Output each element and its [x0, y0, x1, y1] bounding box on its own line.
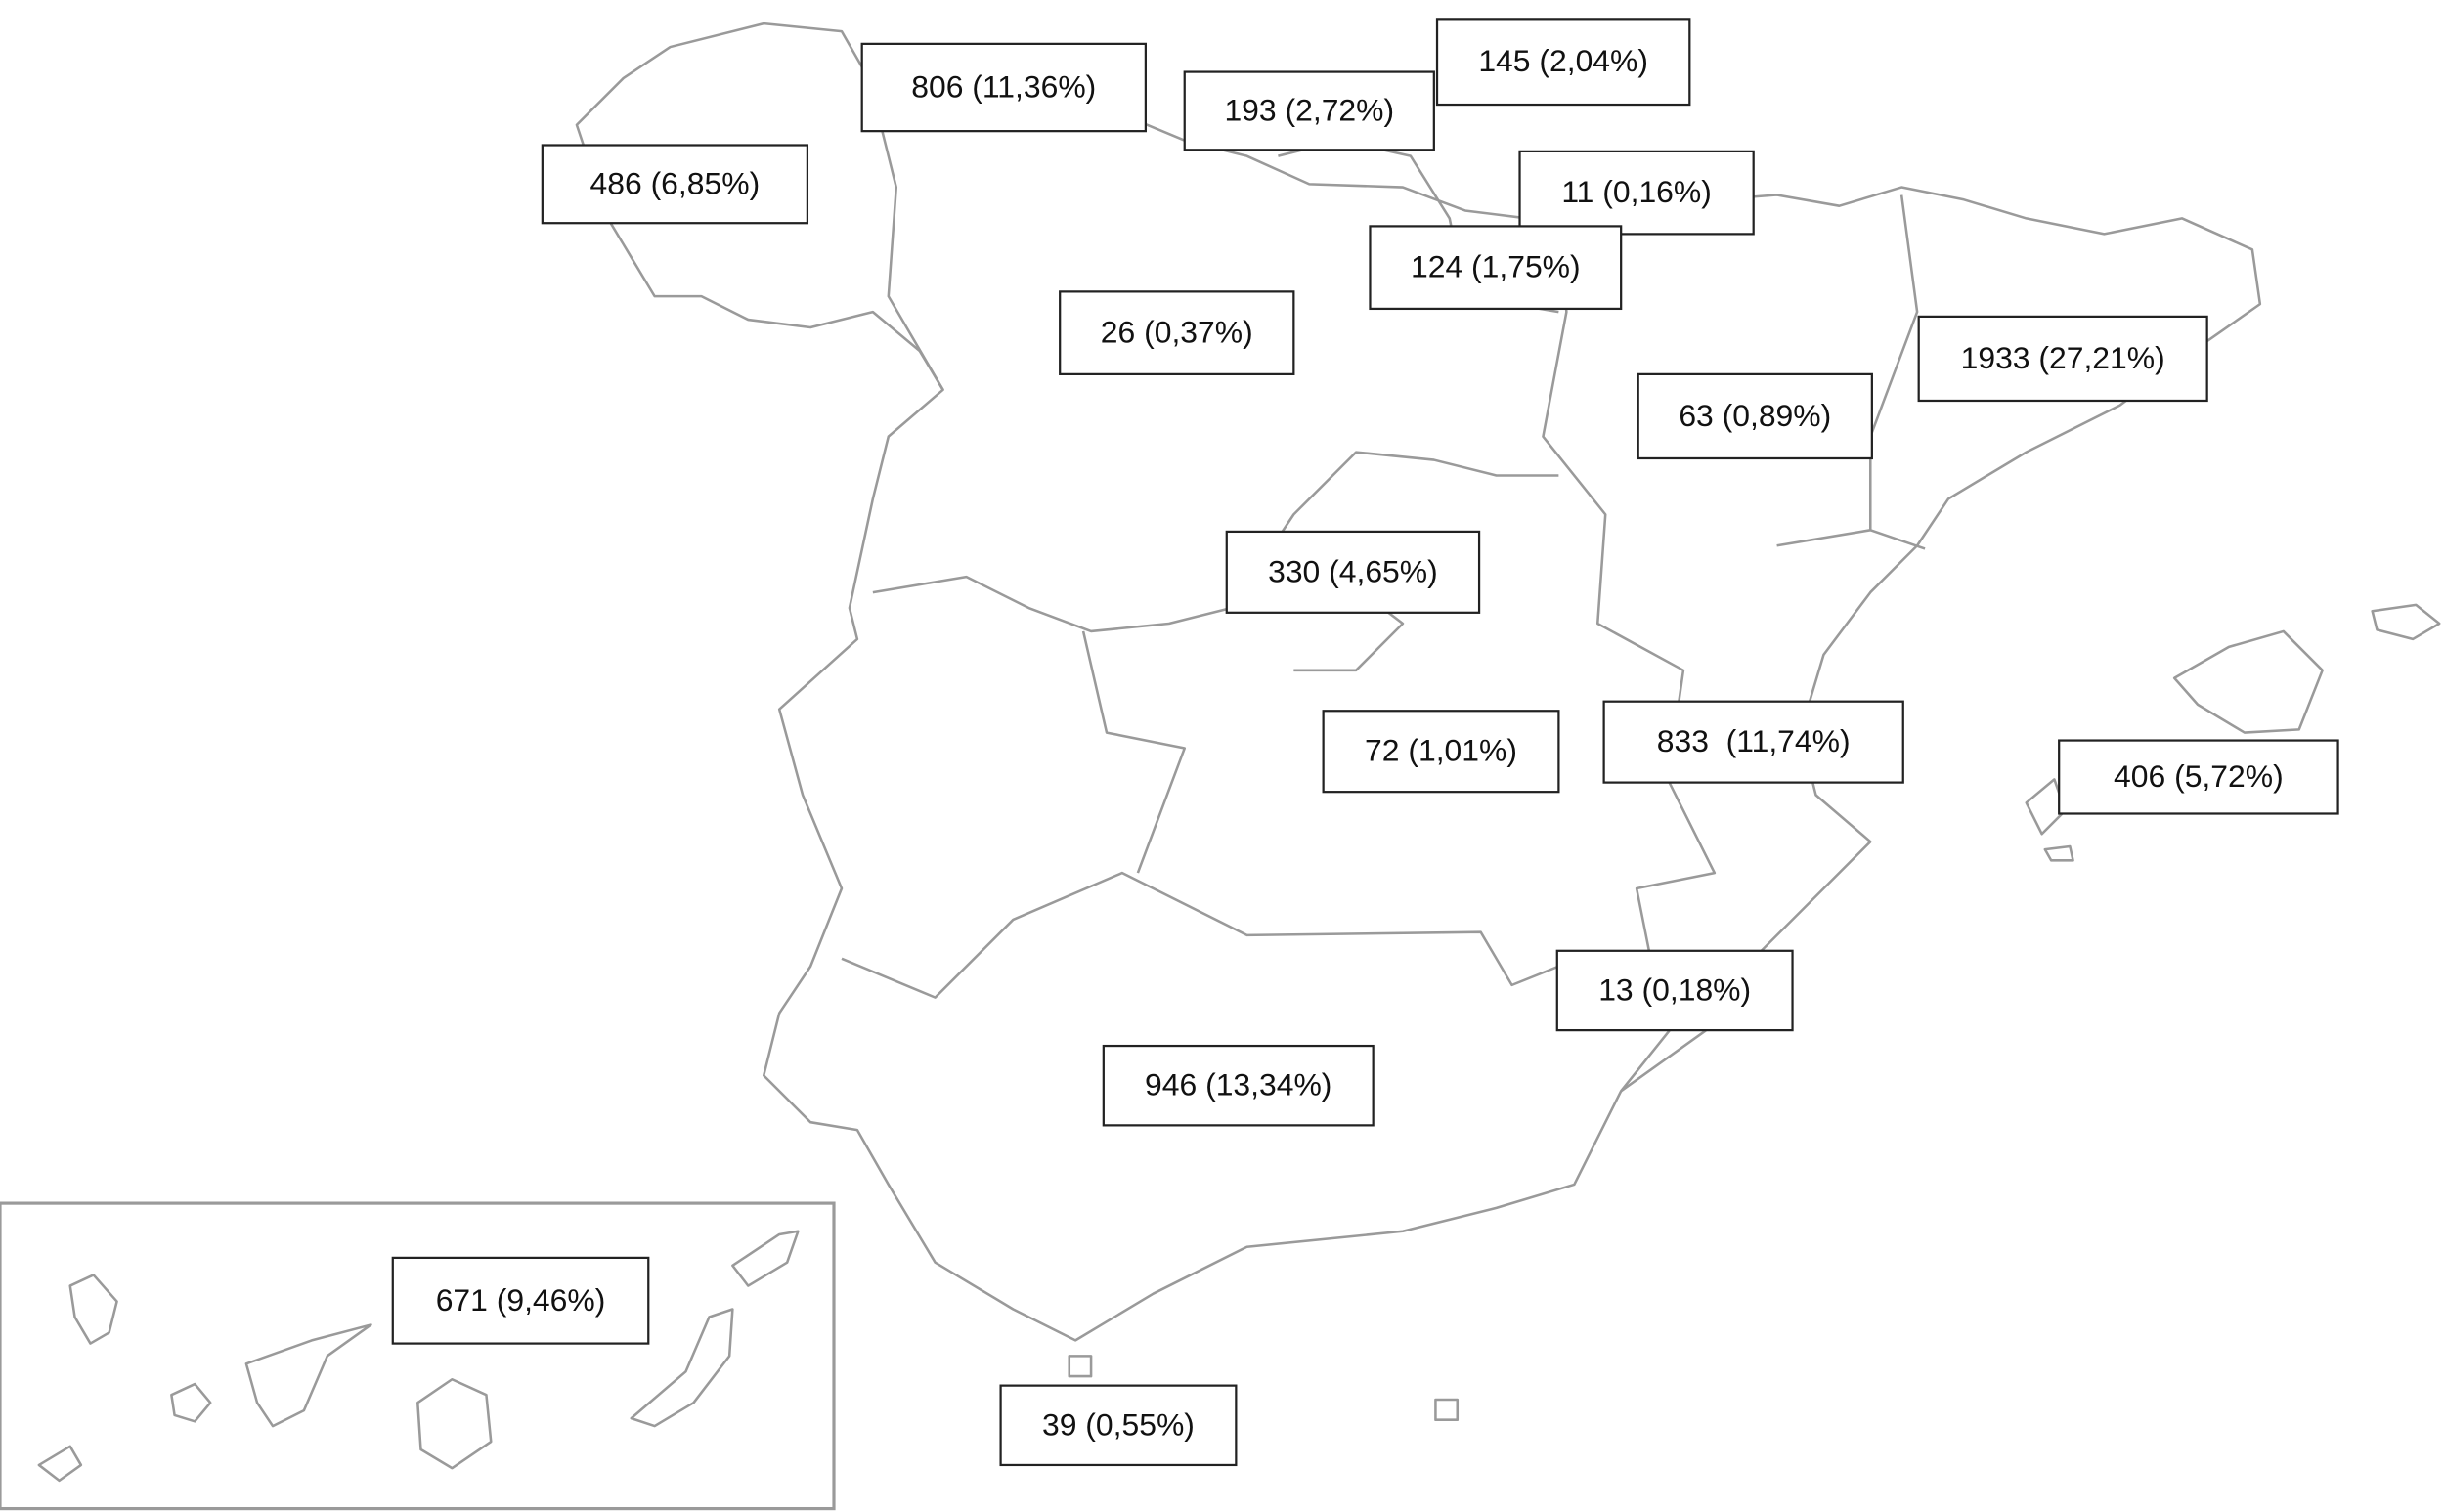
region-label: 406 (5,72%) [2114, 758, 2284, 794]
mallorca [2172, 629, 2324, 734]
label-box [541, 144, 809, 225]
island [731, 1230, 800, 1287]
menorca [2371, 603, 2441, 641]
region-label: 39 (0,55%) [1042, 1406, 1195, 1442]
label-box [1518, 150, 1755, 236]
region-label: 63 (0,89%) [1679, 398, 1831, 433]
region-label: 13 (0,18%) [1598, 972, 1751, 1007]
island [37, 1445, 83, 1483]
label-box [999, 1384, 1238, 1467]
label-box [1322, 710, 1560, 794]
island [630, 1308, 734, 1428]
label-box [391, 1256, 650, 1345]
label-box [1435, 18, 1691, 107]
label-box [2058, 739, 2339, 815]
region-label: 193 (2,72%) [1224, 92, 1394, 127]
formentera [2043, 844, 2074, 862]
region-label: 11 (0,16%) [1561, 174, 1712, 209]
label-box [1917, 315, 2208, 403]
island [170, 1382, 212, 1423]
region-border [1868, 194, 1926, 550]
region-label: 124 (1,75%) [1411, 249, 1581, 284]
label-box [1059, 290, 1295, 375]
region-label: 486 (6,85%) [590, 165, 761, 200]
region-label: 330 (4,65%) [1268, 553, 1438, 588]
label-box [1183, 70, 1435, 151]
region-label: 806 (11,36%) [911, 69, 1096, 105]
island [68, 1274, 118, 1345]
region-label: 145 (2,04%) [1478, 43, 1648, 78]
canary-inset [0, 1201, 836, 1511]
label-box [1602, 700, 1904, 784]
coastline [575, 22, 2262, 1342]
region-border [1081, 630, 1187, 874]
label-box [860, 42, 1147, 133]
label-box [1637, 372, 1873, 460]
region-border [1776, 529, 1871, 547]
region-border [871, 93, 944, 391]
region-label: 946 (13,34%) [1145, 1067, 1331, 1102]
ceuta [1068, 1355, 1093, 1378]
label-box [1102, 1044, 1375, 1127]
region-label: 671 (9,46%) [436, 1282, 606, 1318]
region-label: 72 (1,01%) [1365, 733, 1517, 768]
labels: 806 (11,36%) 193 (2,72%) 145 (2,04%) 486 (6… [391, 18, 2339, 1467]
region-label: 26 (0,37%) [1101, 315, 1253, 350]
label-box [1225, 530, 1481, 614]
region-label: 1933 (27,21%) [1961, 340, 2165, 375]
region-border [1542, 218, 1717, 967]
island [416, 1377, 493, 1470]
inset-frame [0, 1201, 836, 1511]
melilla [1434, 1398, 1460, 1421]
region-label: 833 (11,74%) [1657, 723, 1851, 758]
island [244, 1323, 372, 1428]
label-box [1555, 949, 1794, 1032]
label-box [1369, 225, 1623, 311]
